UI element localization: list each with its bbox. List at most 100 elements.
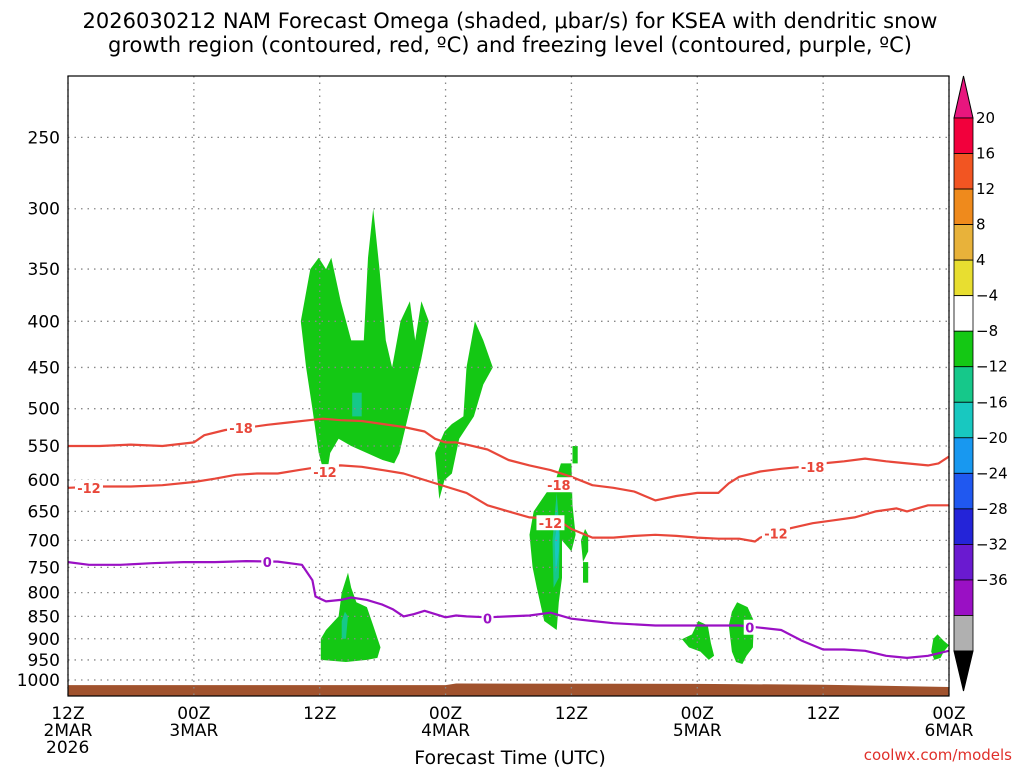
contour-label-bg-2-2 xyxy=(743,619,756,635)
contour-label-bg-1-1 xyxy=(310,464,339,480)
contour-label-1-3: -12 xyxy=(764,528,788,543)
colorbar-swatch-3 xyxy=(953,224,974,261)
colorbar-swatch-2 xyxy=(953,188,974,225)
x-tick-72-0: 12Z xyxy=(807,704,840,724)
x-tick-48-0: 12Z xyxy=(555,704,588,724)
colorbar-swatch-9 xyxy=(953,437,974,474)
y-tick-1000: 1000 xyxy=(17,671,60,691)
omega-shading xyxy=(300,208,949,664)
y-tick-950: 950 xyxy=(28,651,60,671)
colorbar-label-11: −28 xyxy=(976,500,1008,518)
contour-label-0-0: -18 xyxy=(229,422,253,437)
y-tick-500: 500 xyxy=(28,400,60,420)
plot-frame xyxy=(67,75,950,697)
omega-region-1 xyxy=(435,321,493,500)
y-tick-400: 400 xyxy=(28,312,60,332)
contour-label-bg-1-0 xyxy=(74,479,103,495)
x-tick-12-0: 00Z xyxy=(177,704,210,724)
colorbar-label-7: −12 xyxy=(976,358,1008,376)
colorbar-label-3: 8 xyxy=(976,216,986,234)
y-axis-ticks: 250 300 350 400 450 500 550 600 650 700 750 800 850 9… xyxy=(17,128,60,691)
colorbar-swatch-8 xyxy=(953,401,974,439)
contour-lines xyxy=(68,417,949,660)
contour-label-1-0: -12 xyxy=(77,482,101,497)
contour-label-0-1: -18 xyxy=(547,479,571,494)
omega-region-8 xyxy=(728,602,754,664)
x-tick-0-2: 2026 xyxy=(46,738,89,758)
x-tick-60-1: 5MAR xyxy=(673,721,722,741)
omega-region-11 xyxy=(341,611,348,639)
ground-terrain xyxy=(68,683,949,696)
contour-label-bg-2-0 xyxy=(261,554,274,570)
y-tick-850: 850 xyxy=(28,607,60,627)
colorbar-swatch-7 xyxy=(953,366,974,403)
contour-label-1-2: -12 xyxy=(539,517,563,532)
contour-label-1-1: -12 xyxy=(313,466,337,481)
contour-label-bg-1-3 xyxy=(761,525,790,541)
colorbar-label-4: 4 xyxy=(976,251,986,269)
contour-label-2-0: 0 xyxy=(263,556,272,571)
omega-region-0 xyxy=(300,208,429,480)
contour-label-bg-0-0 xyxy=(227,419,256,435)
y-tick-650: 650 xyxy=(28,502,60,522)
omega-region-6 xyxy=(320,572,381,662)
x-axis-label: Forecast Time (UTC) xyxy=(414,747,605,768)
colorbar-swatch-13 xyxy=(953,579,974,616)
y-tick-600: 600 xyxy=(28,471,60,491)
omega-region-7 xyxy=(678,621,715,660)
colorbar-swatch-4 xyxy=(953,259,974,297)
colorbar-label-12: −32 xyxy=(976,535,1008,553)
colorbar-top-arrow xyxy=(953,75,974,119)
contour-labels: -18 -18 -18 -12 -12 -12 -12 0 0 0 xyxy=(74,419,827,637)
x-tick-0-1: 2MAR xyxy=(44,721,93,741)
colorbar-label-6: −8 xyxy=(976,322,998,340)
contour-label-bg-2-1 xyxy=(481,610,494,626)
colorbar-swatch-14 xyxy=(953,615,974,652)
colorbar-swatch-11 xyxy=(953,508,974,545)
colorbar-swatch-12 xyxy=(953,544,974,581)
x-tick-36-1: 4MAR xyxy=(421,721,470,741)
contour-label-bg-0-2 xyxy=(798,458,827,474)
colorbar-label-8: −16 xyxy=(976,393,1008,411)
x-tick-60-0: 00Z xyxy=(681,704,714,724)
contour-label-0-2: -18 xyxy=(801,461,825,476)
colorbar-label-13: −36 xyxy=(976,571,1008,589)
y-tick-350: 350 xyxy=(28,260,60,280)
contour-freezing-2 xyxy=(68,559,949,660)
y-tick-800: 800 xyxy=(28,584,60,604)
omega-region-10 xyxy=(352,392,362,417)
y-tick-750: 750 xyxy=(28,558,60,578)
colorbar-swatch-6 xyxy=(953,330,974,368)
y-tick-900: 900 xyxy=(28,630,60,650)
x-tick-84-0: 00Z xyxy=(932,704,965,724)
contour-label-bg-0-1 xyxy=(544,477,573,493)
omega-region-13 xyxy=(554,517,559,573)
colorbar-label-1: 16 xyxy=(976,145,995,163)
contour-dendritic-1 xyxy=(68,464,949,543)
ground-fill xyxy=(68,683,949,696)
omega-region-2 xyxy=(529,463,576,630)
y-tick-550: 550 xyxy=(28,437,60,457)
x-tick-0-0: 12Z xyxy=(51,704,84,724)
x-tick-24-0: 12Z xyxy=(303,704,336,724)
colorbar-label-0: 20 xyxy=(976,109,995,127)
omega-region-3 xyxy=(580,529,589,563)
x-tick-36-0: 00Z xyxy=(429,704,462,724)
grid-lines xyxy=(67,76,950,696)
colorbar-bottom-arrow xyxy=(953,650,974,692)
omega-region-5 xyxy=(572,446,578,464)
contour-label-bg-1-2 xyxy=(536,515,565,531)
colorbar-label-5: −4 xyxy=(976,287,998,305)
colorbar-label-10: −24 xyxy=(976,464,1008,482)
colorbar-swatch-0 xyxy=(953,117,974,154)
x-tick-84-1: 6MAR xyxy=(925,721,974,741)
contour-label-2-1: 0 xyxy=(483,613,492,628)
title-line-1: 2026030212 NAM Forecast Omega (shaded, μ… xyxy=(83,9,938,33)
x-tick-12-1: 3MAR xyxy=(169,721,218,741)
colorbar-label-2: 12 xyxy=(976,180,995,198)
y-tick-250: 250 xyxy=(28,128,60,148)
colorbar-swatch-10 xyxy=(953,472,974,510)
title-line-2: growth region (contoured, red, ºC) and f… xyxy=(108,33,912,57)
